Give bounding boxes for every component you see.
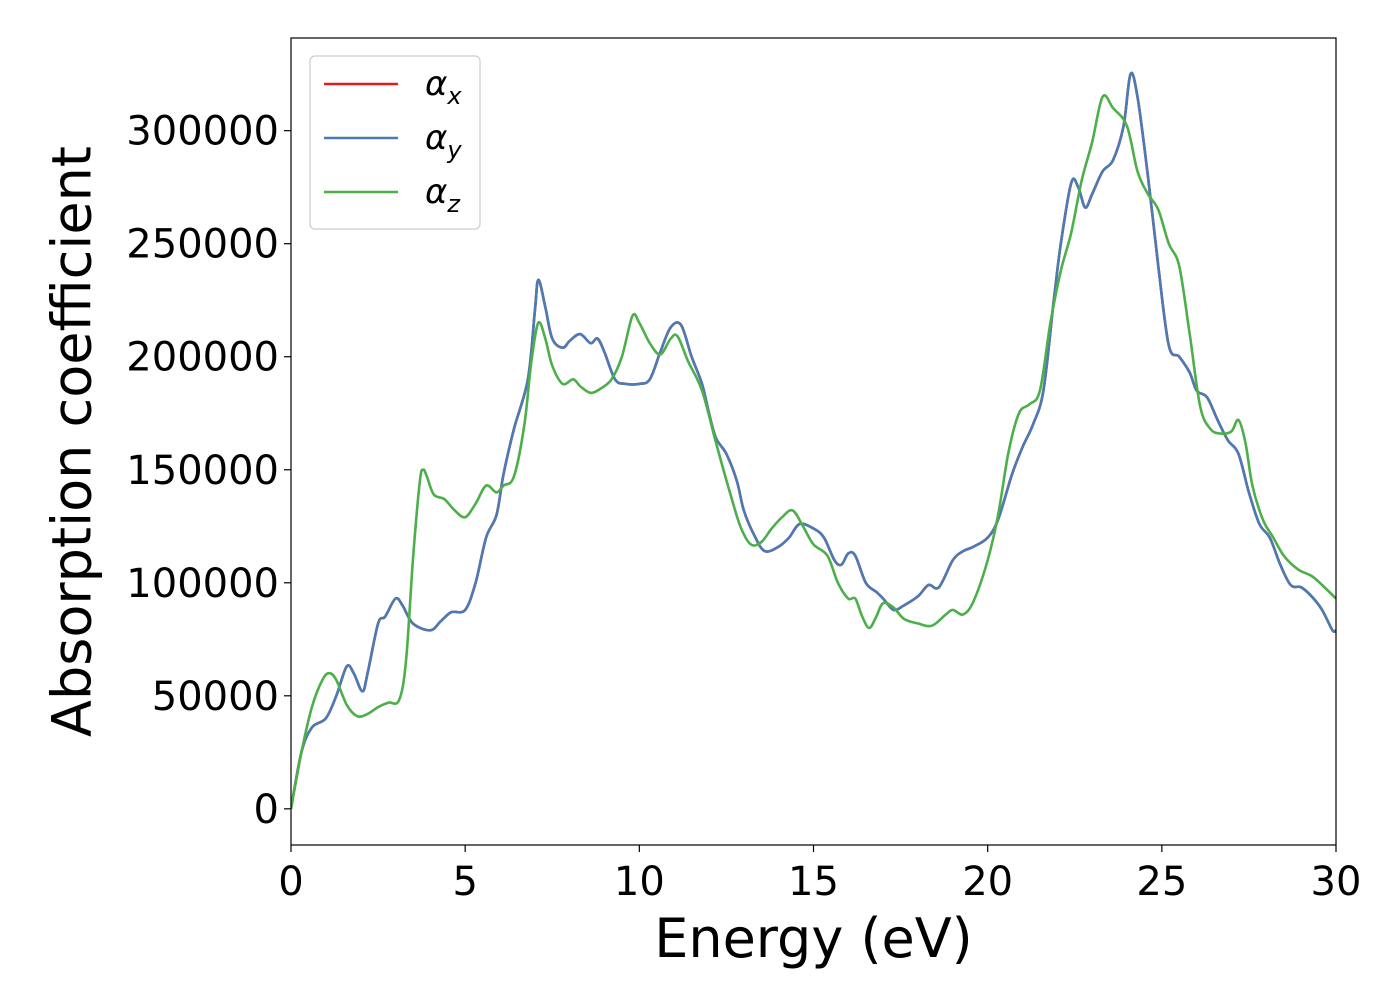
legend-label-z: αz [425,172,461,218]
x-tick-label: 30 [1311,859,1362,905]
legend-label-base: α [425,118,447,158]
legend-label-subscript: x [446,82,462,110]
x-tick-label: 20 [962,859,1013,905]
legend-label-subscript: y [446,136,462,164]
series-layer [291,71,1336,810]
series-line-z [291,94,1336,810]
y-tick-label: 300000 [126,109,279,155]
y-tick-label: 0 [254,787,279,833]
x-tick-label: 25 [1136,859,1187,905]
x-tick-label: 15 [788,859,839,905]
y-tick-label: 200000 [126,335,279,381]
legend-box [309,55,481,230]
legend-label-y: αy [425,118,462,164]
y-tick-label: 250000 [126,222,279,268]
legend-label-base: α [425,64,447,104]
x-tick-label: 5 [452,859,477,905]
y-tick-label: 150000 [126,448,279,494]
x-axis-label: Energy (eV) [654,907,973,970]
ticks-layer: 0 5 10 15 20 25 30 0 50000 100000 150000 200000 2500… [126,109,1361,905]
legend-label-subscript: z [446,190,461,218]
x-tick-label: 0 [278,859,303,905]
x-tick-label: 10 [614,859,665,905]
y-axis-label: Absorption coefficient [41,146,104,737]
legend-label-x: αx [425,64,462,110]
y-tick-label: 50000 [152,674,279,720]
legend-label-base: α [425,172,447,212]
series-line-y [291,71,1336,810]
y-tick-label: 100000 [126,561,279,607]
